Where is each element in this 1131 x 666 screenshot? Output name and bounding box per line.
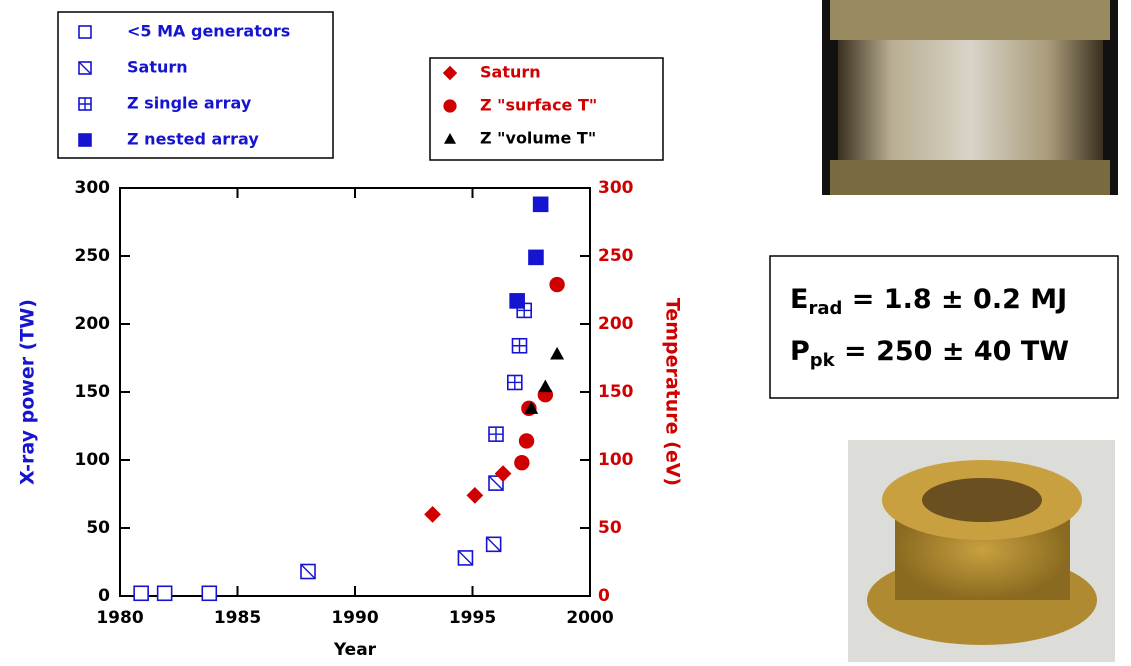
annotation-rest: = 250 ± 40 TW <box>835 336 1069 367</box>
marker-shape <box>529 250 543 264</box>
marker <box>549 277 564 292</box>
x-tick-label: 1985 <box>214 608 261 628</box>
slide: Year X-ray power (TW) Temperature (eV) 1… <box>0 0 1131 666</box>
marker-shape <box>534 197 548 211</box>
legend-marker <box>79 26 91 38</box>
marker <box>510 294 524 308</box>
x-tick-label: 1990 <box>331 608 378 628</box>
marker-shape <box>79 26 91 38</box>
x-axis-label: Year <box>333 640 377 660</box>
x-tick-label: 1995 <box>449 608 496 628</box>
marker <box>202 586 216 600</box>
legend-marker <box>443 99 456 112</box>
annotation-rest: = 1.8 ± 0.2 MJ <box>842 284 1067 315</box>
marker-shape <box>158 586 172 600</box>
legend-label: Saturn <box>127 58 188 77</box>
legend-label: Saturn <box>480 63 541 82</box>
marker-shape <box>202 586 216 600</box>
legend-label: Z single array <box>127 94 252 113</box>
marker-shape <box>549 277 564 292</box>
legend-label: Z nested array <box>127 130 259 149</box>
y-axis-label: X-ray power (TW) <box>17 299 39 485</box>
marker <box>519 433 534 448</box>
marker <box>529 250 543 264</box>
marker <box>301 565 315 579</box>
marker-shape <box>510 294 524 308</box>
y2-axis-label: Temperature (eV) <box>662 298 684 486</box>
marker-shape <box>424 506 441 523</box>
y-tick-label: 200 <box>75 314 111 334</box>
marker <box>466 487 483 504</box>
marker <box>513 339 527 353</box>
marker <box>538 380 552 393</box>
legend-label: <5 MA generators <box>127 22 290 41</box>
marker-shape <box>514 455 529 470</box>
annotation-main: P <box>790 336 810 367</box>
marker <box>487 537 501 551</box>
y-tick-label: 50 <box>86 518 110 538</box>
annotation-box <box>770 256 1118 398</box>
y2-tick-label: 150 <box>598 382 634 402</box>
annotation-sub: pk <box>810 350 836 371</box>
y-tick-label: 150 <box>75 382 111 402</box>
marker <box>158 586 172 600</box>
marker <box>508 375 522 389</box>
marker-shape <box>519 433 534 448</box>
plot-frame <box>120 188 590 596</box>
marker <box>489 427 503 441</box>
photo-hohlraum <box>848 440 1115 662</box>
marker-shape <box>443 99 456 112</box>
y2-tick-label: 200 <box>598 314 634 334</box>
legend-label: Z "volume T" <box>480 129 596 148</box>
y-tick-label: 0 <box>98 586 110 606</box>
legend-label: Z "surface T" <box>480 96 597 115</box>
marker-shape <box>134 586 148 600</box>
y2-tick-label: 300 <box>598 178 634 198</box>
y-tick-label: 250 <box>75 246 111 266</box>
marker <box>134 586 148 600</box>
marker <box>534 197 548 211</box>
legend-marker <box>79 62 91 74</box>
x-tick-label: 2000 <box>566 608 613 628</box>
marker-shape <box>79 134 91 146</box>
y-tick-label: 100 <box>75 450 111 470</box>
marker <box>458 551 472 565</box>
y2-tick-label: 250 <box>598 246 634 266</box>
marker-shape <box>550 347 564 360</box>
marker <box>424 506 441 523</box>
marker-shape <box>466 487 483 504</box>
photo-wire-array <box>822 0 1118 195</box>
y2-tick-label: 100 <box>598 450 634 470</box>
legend-marker <box>79 134 91 146</box>
y2-tick-label: 0 <box>598 586 610 606</box>
marker <box>514 455 529 470</box>
y-tick-label: 300 <box>75 178 111 198</box>
marker <box>550 347 564 360</box>
x-tick-label: 1980 <box>96 608 143 628</box>
marker-shape <box>538 380 552 393</box>
y2-tick-label: 50 <box>598 518 622 538</box>
annotation-sub: rad <box>808 298 842 319</box>
annotation-main: E <box>790 284 808 315</box>
legend-marker <box>79 98 91 110</box>
